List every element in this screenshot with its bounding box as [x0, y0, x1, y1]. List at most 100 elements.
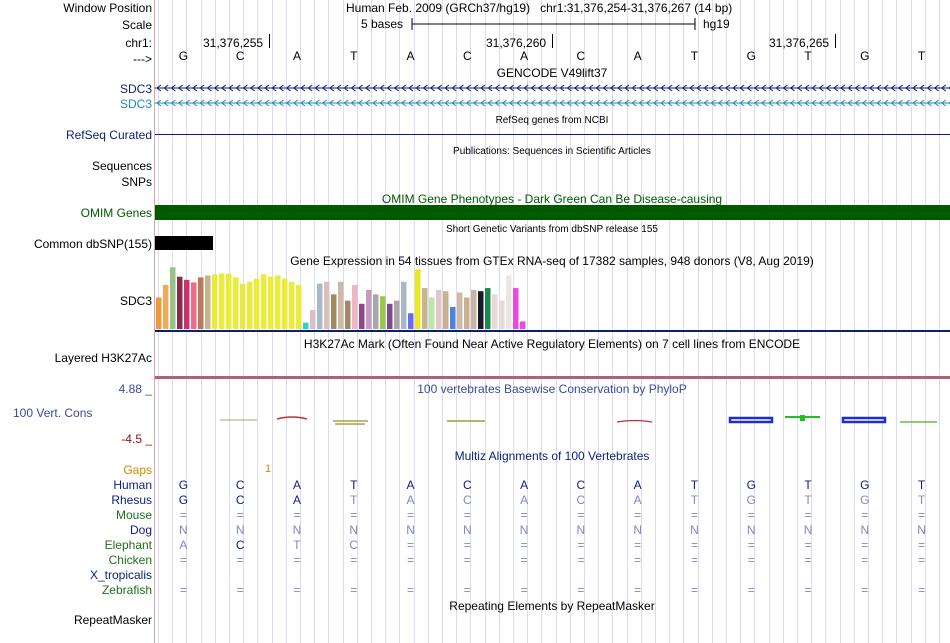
- strand-arrow: [768, 99, 774, 107]
- gtex-bar: [359, 303, 365, 329]
- strand-arrow: [235, 99, 241, 107]
- strand-arrow: [890, 99, 896, 107]
- strand-arrow: [415, 84, 421, 92]
- gaps-label[interactable]: Gaps: [123, 463, 152, 477]
- strand-arrow: [825, 84, 831, 92]
- strand-arrow: [213, 84, 219, 92]
- grid-line: [541, 0, 543, 643]
- grid-line: [640, 0, 642, 643]
- strand-arrow: [206, 99, 212, 107]
- strand-arrow: [868, 99, 875, 107]
- gtex-bar: [471, 289, 477, 329]
- strand-arrow: [451, 84, 457, 92]
- scale-label: Scale: [121, 18, 152, 32]
- strand-arrow: [681, 84, 687, 92]
- alignment-base: C: [235, 478, 245, 492]
- gencode-title: GENCODE V49lift37: [496, 66, 608, 80]
- species-label[interactable]: Rhesus: [111, 493, 152, 507]
- species-label[interactable]: Elephant: [104, 538, 152, 552]
- species-label[interactable]: Human: [113, 478, 152, 492]
- alignment-base: =: [577, 583, 585, 597]
- h3k27ac-signal[interactable]: [155, 376, 950, 379]
- grid-line: [726, 0, 727, 643]
- strand-arrow: [559, 84, 565, 92]
- sequences-label[interactable]: Sequences: [91, 159, 152, 173]
- strand-arrow: [192, 99, 198, 107]
- strand-arrow: [328, 84, 335, 92]
- gtex-bar: [492, 294, 498, 329]
- base-letter: G: [178, 49, 189, 63]
- gtex-gene-label[interactable]: SDC3: [119, 294, 152, 308]
- phylop-min: -4.5 _: [121, 432, 152, 446]
- gtex-bar: [429, 297, 435, 329]
- strand-arrow: [940, 99, 947, 107]
- gene-label-sdc3-alt[interactable]: SDC3: [119, 97, 152, 111]
- grid-line: [782, 0, 784, 643]
- repeatmasker-label[interactable]: RepeatMasker: [73, 613, 152, 627]
- strand-arrow: [163, 84, 169, 92]
- window-position-value[interactable]: Human Feb. 2009 (GRCh37/hg19) chr1:31,37…: [346, 1, 733, 15]
- strand-arrow: [832, 99, 839, 107]
- strand-arrow: [379, 99, 385, 107]
- strand-arrow: [652, 84, 659, 92]
- alignment-base: C: [576, 493, 586, 507]
- gtex-bar: [352, 284, 358, 329]
- strand-arrow: [825, 99, 831, 107]
- gtex-bar: [233, 277, 239, 329]
- alignment-base: =: [577, 538, 585, 552]
- strand-arrow: [530, 99, 536, 107]
- alignment-base: N: [462, 523, 472, 537]
- gtex-bar: [520, 321, 526, 329]
- refseq-title: RefSeq genes from NCBI: [495, 115, 609, 126]
- species-label[interactable]: Mouse: [115, 508, 152, 522]
- strand-arrow: [789, 84, 795, 92]
- gtex-bar: [380, 296, 386, 329]
- grid-line: [811, 0, 813, 643]
- species-label[interactable]: Chicken: [108, 553, 152, 567]
- strand-arrow: [249, 84, 255, 92]
- refseq-feature[interactable]: [155, 134, 950, 135]
- strand-arrow: [465, 84, 471, 92]
- gtex-bar: [226, 273, 232, 329]
- species-label[interactable]: X_tropicalis: [89, 568, 152, 582]
- gtex-bar: [387, 303, 393, 329]
- strand-arrow: [156, 99, 162, 107]
- gtex-bar: [401, 281, 407, 329]
- alignment-base: T: [690, 478, 699, 492]
- refseq-label[interactable]: RefSeq Curated: [65, 128, 152, 142]
- alignment-base: A: [179, 538, 188, 552]
- gencode-features[interactable]: [155, 80, 950, 110]
- strand-arrow: [631, 84, 637, 92]
- species-label[interactable]: Dog: [129, 523, 152, 537]
- strand-arrow: [732, 84, 738, 92]
- omim-title: OMIM Gene Phenotypes - Dark Green Can Be…: [381, 192, 723, 206]
- strand-arrow: [696, 99, 702, 107]
- strand-arrow: [552, 84, 558, 92]
- gtex-bar-chart[interactable]: [155, 266, 555, 330]
- strand-arrow: [508, 99, 515, 107]
- alignment-base: =: [634, 583, 642, 597]
- strand-arrow-label[interactable]: --->: [133, 52, 152, 66]
- omim-label[interactable]: OMIM Genes: [80, 206, 152, 220]
- phylop-logo[interactable]: [155, 408, 950, 430]
- phylop-label[interactable]: 100 Vert. Cons: [13, 406, 93, 420]
- snps-label[interactable]: SNPs: [121, 175, 152, 189]
- gtex-bar: [184, 279, 190, 329]
- strand-arrow: [667, 99, 673, 107]
- strand-arrow: [948, 101, 950, 105]
- strand-arrow: [868, 84, 875, 92]
- species-label[interactable]: Zebrafish: [101, 583, 152, 597]
- omim-feature[interactable]: [155, 205, 950, 220]
- gene-label-sdc3[interactable]: SDC3: [119, 82, 152, 96]
- strand-arrow: [746, 84, 752, 92]
- h3k27ac-label[interactable]: Layered H3K27Ac: [54, 351, 152, 365]
- strand-arrow: [717, 84, 723, 92]
- strand-arrow: [616, 99, 623, 107]
- dbsnp-label[interactable]: Common dbSNP(155): [33, 237, 152, 251]
- strand-arrow: [775, 99, 781, 107]
- strand-arrow: [220, 84, 227, 92]
- dbsnp-feature[interactable]: [155, 236, 213, 250]
- strand-arrow: [544, 99, 551, 107]
- alignment-base: =: [463, 583, 471, 597]
